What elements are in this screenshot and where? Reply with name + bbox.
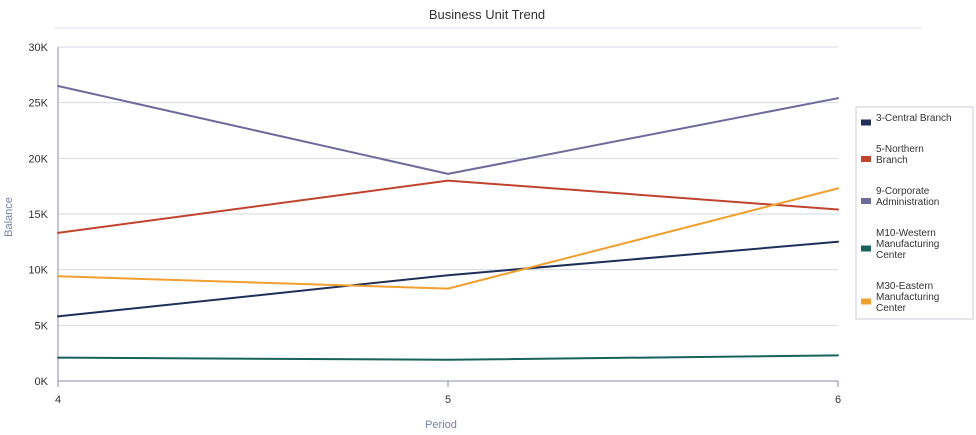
series-line-1 [57, 179, 839, 234]
x-tick-labels: 4 5 6 [55, 381, 841, 406]
y-tick-label: 15K [28, 209, 48, 221]
legend-label: M10-Western [876, 228, 936, 239]
series-line-4 [57, 187, 839, 290]
legend-label: Center [876, 250, 907, 261]
x-tick-label: 5 [445, 394, 451, 406]
legend-label: 9-Corporate [876, 186, 930, 197]
legend-label: M30-Eastern [876, 281, 933, 292]
y-tick-label: 25K [28, 98, 48, 110]
legend-label: 5-Northern [876, 144, 924, 155]
legend-swatch [861, 156, 871, 162]
legend-label: 3-Central Branch [876, 113, 952, 124]
y-axis-title: Balance [3, 197, 15, 237]
legend-swatch [861, 119, 871, 126]
y-tick-label: 10K [28, 265, 48, 277]
series-line-3 [57, 354, 839, 361]
y-tick-labels: 0K 5K 10K 15K 20K 25K 30K [28, 42, 48, 388]
grid [57, 46, 838, 382]
legend-label: Branch [876, 155, 908, 166]
legend-box [855, 106, 974, 320]
x-tick-label: 6 [835, 394, 841, 406]
legend-swatch [861, 298, 871, 305]
legend-label: Manufacturing [876, 292, 939, 303]
y-tick-label: 20K [28, 153, 48, 165]
y-tick-label: 0K [35, 376, 49, 388]
y-tick-label: 30K [28, 42, 48, 54]
chart-title: Business Unit Trend [429, 7, 545, 22]
legend-label: Administration [876, 197, 939, 208]
legend-label: Center [876, 303, 907, 314]
legend-swatch [861, 198, 871, 204]
legend-swatch [861, 245, 871, 252]
series-line-0 [57, 240, 839, 318]
series-lines [57, 85, 839, 361]
y-tick-label: 5K [35, 320, 49, 332]
x-tick-label: 4 [55, 394, 61, 406]
x-axis-title: Period [425, 419, 457, 431]
legend-label: Manufacturing [876, 239, 939, 250]
series-line-2 [57, 85, 839, 175]
